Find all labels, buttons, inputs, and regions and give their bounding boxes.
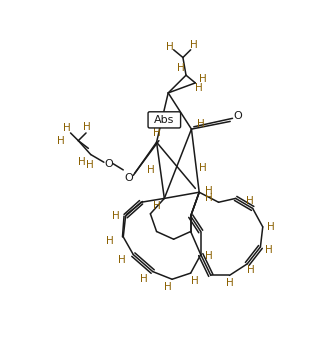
Text: H: H: [146, 165, 154, 175]
Text: H: H: [205, 186, 212, 196]
Text: H: H: [112, 211, 119, 221]
Text: O: O: [124, 173, 133, 183]
FancyBboxPatch shape: [148, 112, 181, 128]
Text: H: H: [247, 265, 255, 275]
Text: H: H: [265, 245, 273, 255]
Text: H: H: [106, 236, 114, 246]
Text: H: H: [166, 42, 174, 52]
Text: H: H: [78, 157, 86, 167]
Text: H: H: [199, 74, 207, 84]
Text: H: H: [197, 119, 205, 129]
Text: H: H: [153, 128, 160, 138]
Text: O: O: [104, 159, 113, 169]
Text: H: H: [205, 193, 212, 203]
Text: H: H: [118, 255, 126, 265]
Text: H: H: [140, 274, 148, 284]
Text: H: H: [199, 163, 207, 173]
Text: H: H: [225, 278, 233, 288]
Text: Abs: Abs: [154, 115, 175, 125]
Text: H: H: [163, 282, 171, 292]
Text: H: H: [205, 251, 212, 261]
Text: H: H: [178, 63, 185, 73]
Text: H: H: [267, 222, 274, 232]
Text: H: H: [153, 201, 160, 211]
Text: H: H: [190, 40, 198, 50]
Text: O: O: [233, 111, 242, 121]
Text: H: H: [57, 136, 64, 146]
Text: H: H: [83, 122, 91, 132]
Text: H: H: [191, 276, 199, 286]
Text: H: H: [195, 83, 202, 93]
Text: H: H: [246, 196, 254, 206]
Text: H: H: [86, 160, 94, 170]
Text: H: H: [63, 123, 71, 132]
